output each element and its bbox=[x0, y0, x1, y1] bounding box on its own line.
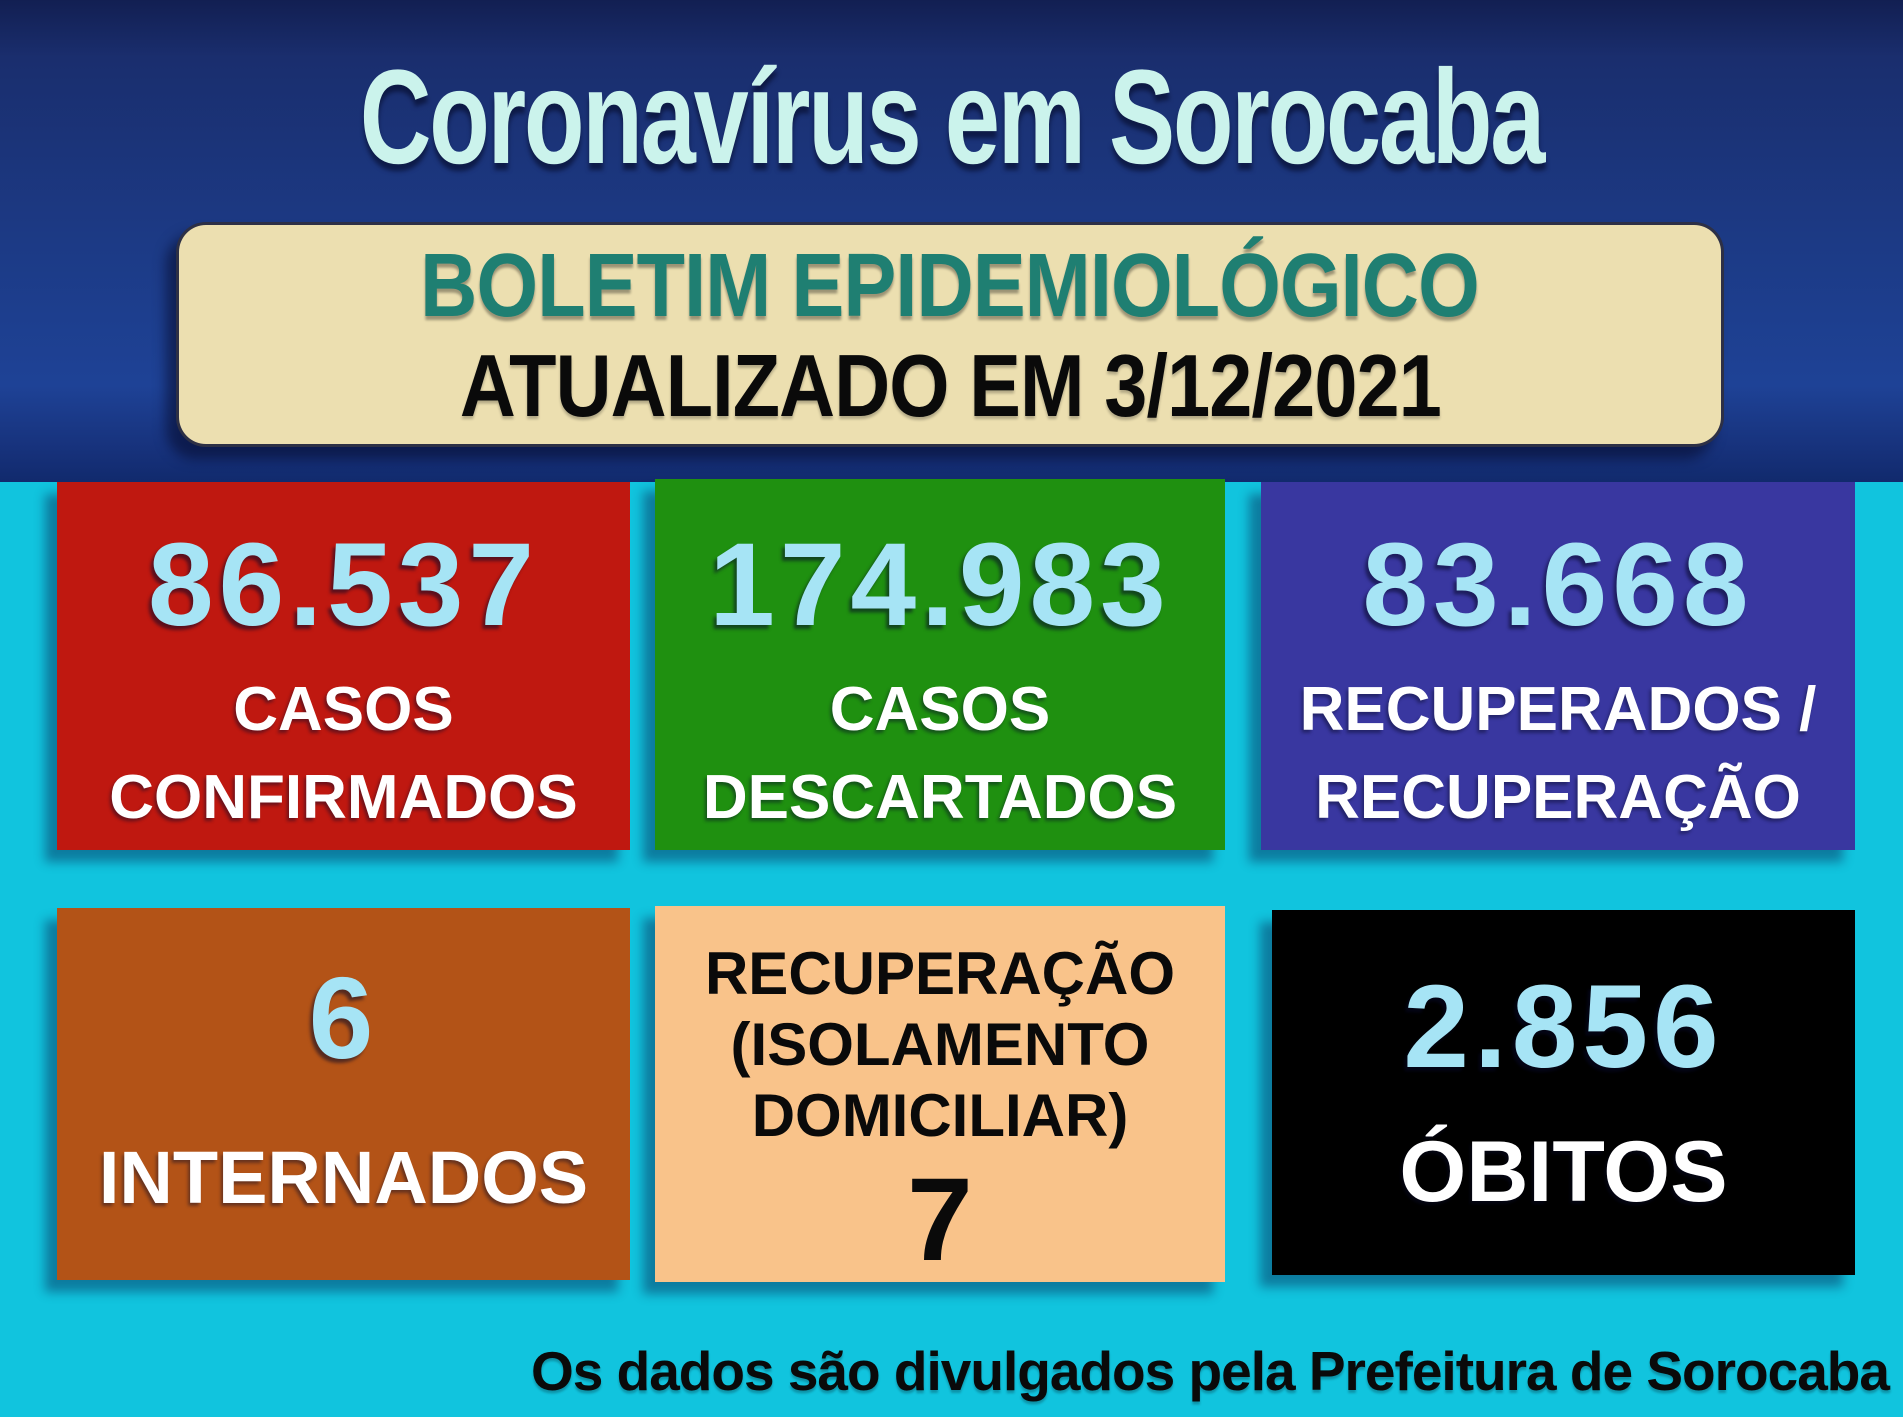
card-recuperados: 83.668 RECUPERADOS / RECUPERAÇÃO bbox=[1261, 482, 1855, 850]
stat-label: (ISOLAMENTO bbox=[730, 1011, 1150, 1078]
card-recuperacao-isolamento-domiciliar: RECUPERAÇÃO (ISOLAMENTO DOMICILIAR) 7 bbox=[655, 906, 1225, 1282]
stat-label: INTERNADOS bbox=[98, 1136, 589, 1219]
bulletin-title: BOLETIM EPIDEMIOLÓGICO bbox=[420, 235, 1481, 336]
footer-note: Os dados são divulgados pela Prefeitura … bbox=[530, 1340, 1890, 1402]
stat-value: 86.537 bbox=[148, 519, 539, 651]
bulletin-panel: BOLETIM EPIDEMIOLÓGICO ATUALIZADO EM 3/1… bbox=[176, 222, 1724, 447]
card-obitos: 2.856 ÓBITOS bbox=[1272, 910, 1855, 1275]
page-title: Coronavírus em Sorocaba bbox=[359, 43, 1546, 192]
stat-value: 2.856 bbox=[1403, 961, 1724, 1093]
stat-value: 83.668 bbox=[1362, 519, 1754, 651]
stat-label: RECUPERADOS / bbox=[1299, 675, 1817, 744]
card-internados: 6 INTERNADOS bbox=[57, 908, 630, 1280]
stat-label: DESCARTADOS bbox=[702, 763, 1178, 832]
stat-label: RECUPERAÇÃO bbox=[704, 940, 1176, 1007]
bulletin-updated-date: ATUALIZADO EM 3/12/2021 bbox=[459, 335, 1441, 435]
stat-label: DOMICILIAR) bbox=[751, 1082, 1129, 1149]
stat-value: 6 bbox=[308, 953, 379, 1083]
card-casos-descartados: 174.983 CASOS DESCARTADOS bbox=[655, 479, 1225, 850]
stat-label: ÓBITOS bbox=[1399, 1124, 1728, 1220]
stat-label: CASOS bbox=[233, 675, 454, 744]
stat-label: CONFIRMADOS bbox=[109, 763, 578, 832]
stat-label: CASOS bbox=[829, 675, 1051, 744]
stat-label: RECUPERAÇÃO bbox=[1315, 763, 1801, 832]
stat-value: 7 bbox=[907, 1154, 973, 1286]
card-casos-confirmados: 86.537 CASOS CONFIRMADOS bbox=[57, 482, 630, 850]
stat-value: 174.983 bbox=[709, 519, 1171, 651]
